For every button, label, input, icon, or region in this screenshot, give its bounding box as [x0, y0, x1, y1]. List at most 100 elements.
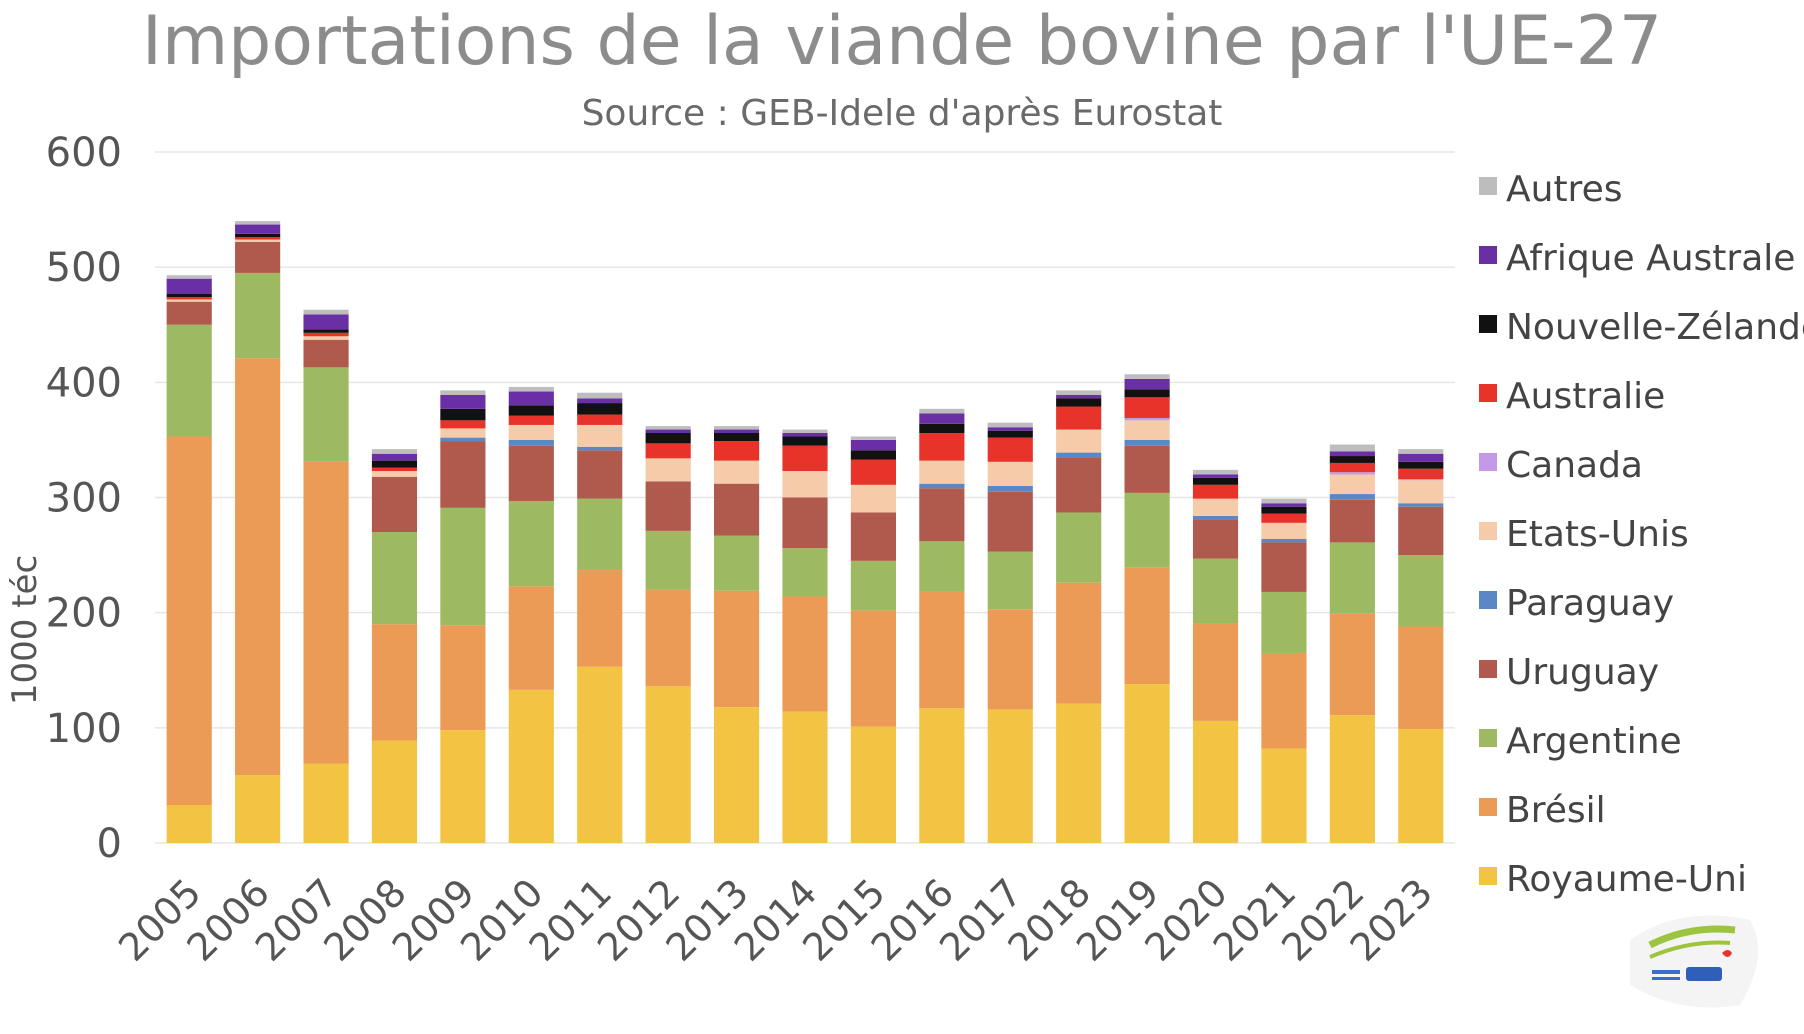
legend-item: Royaume-Uni: [1479, 859, 1747, 900]
bar-segment: [1398, 555, 1444, 627]
bar-segment: [303, 309, 349, 315]
x-tick-label: 2023: [1342, 870, 1442, 970]
legend-swatch: [1479, 384, 1497, 402]
bar-segment: [645, 686, 691, 843]
bar-segment: [303, 339, 349, 368]
bar-segment: [714, 535, 760, 591]
bar-segment: [1056, 406, 1102, 430]
bar-segment: [371, 467, 418, 472]
bar-segment: [1192, 484, 1239, 499]
bar-segment: [850, 610, 896, 727]
bar-segment: [371, 476, 418, 533]
bar-segment: [919, 433, 965, 461]
bar-segment: [1261, 748, 1307, 843]
bar-segment: [987, 485, 1033, 492]
bar-segment: [782, 445, 828, 472]
bar-segment: [1124, 492, 1170, 568]
bar-segment: [303, 461, 349, 764]
bar-segment: [987, 422, 1033, 428]
legend-item: Nouvelle-Zélande: [1479, 307, 1804, 348]
bar-segment: [850, 484, 896, 513]
bar-segment: [987, 437, 1033, 462]
bar-segment: [1124, 378, 1170, 390]
bar-segment: [440, 625, 486, 731]
bar-stack-2010: [508, 386, 554, 843]
bar-stack-2009: [440, 390, 486, 843]
y-tick-label: 600: [46, 130, 122, 176]
bar-segment: [1124, 418, 1170, 421]
bar-segment: [919, 591, 965, 709]
bars: [166, 221, 1444, 843]
bar-segment: [919, 423, 965, 434]
bar-segment: [371, 449, 418, 454]
bar-segment: [303, 763, 349, 843]
legend-item: Uruguay: [1479, 652, 1659, 693]
legend-swatch: [1479, 591, 1497, 609]
legend-label: Royaume-Uni: [1506, 859, 1747, 900]
bar-segment: [440, 408, 486, 421]
bar-stack-2013: [714, 426, 760, 843]
bar-segment: [303, 367, 349, 462]
bar-segment: [714, 426, 760, 430]
bar-segment: [714, 441, 760, 461]
bar-segment: [1398, 461, 1444, 469]
bar-segment: [235, 224, 281, 234]
bar-segment: [1124, 439, 1170, 446]
bar-segment: [1398, 728, 1444, 843]
bar-stack-2014: [782, 429, 828, 843]
bar-segment: [166, 299, 212, 302]
legend-item: Afrique Australe: [1479, 238, 1795, 279]
bar-segment: [1056, 390, 1102, 396]
bar-segment: [1329, 542, 1375, 614]
y-tick-label: 100: [46, 706, 122, 752]
bar-segment: [577, 666, 623, 843]
bar-segment: [371, 624, 418, 741]
bar-segment: [1329, 494, 1375, 500]
bar-stack-2005: [166, 275, 212, 843]
bar-segment: [1398, 468, 1444, 480]
bar-segment: [987, 551, 1033, 610]
chart-subtitle: Source : GEB-Idele d'après Eurostat: [582, 93, 1223, 134]
idele-logo-icon: [1630, 915, 1758, 1008]
bar-segment: [440, 441, 486, 508]
legend-label: Uruguay: [1506, 652, 1659, 693]
bar-segment: [235, 239, 281, 242]
y-axis-ticks: 0 100 200 300 400 500 600: [46, 130, 122, 867]
bar-segment: [1261, 498, 1307, 504]
legend-label: Etats-Unis: [1506, 514, 1689, 555]
bar-segment: [1124, 420, 1170, 440]
bar-stack-2011: [577, 392, 623, 843]
bar-segment: [714, 460, 760, 484]
bar-segment: [1398, 449, 1444, 454]
y-axis-label: 1000 téc: [5, 555, 45, 705]
bar-segment: [714, 707, 760, 843]
legend-item: Brésil: [1479, 790, 1606, 831]
bar-segment: [1261, 591, 1307, 653]
bar-segment: [1056, 429, 1102, 453]
bar-segment: [1056, 395, 1102, 399]
bar-stack-2022: [1329, 444, 1375, 843]
bar-segment: [508, 415, 554, 425]
bar-segment: [577, 398, 623, 404]
bar-segment: [508, 386, 554, 392]
bar-segment: [1261, 542, 1307, 592]
bar-segment: [987, 709, 1033, 843]
legend-item: Autres: [1479, 169, 1622, 210]
bar-segment: [1329, 451, 1375, 457]
bar-segment: [440, 395, 486, 409]
bar-segment: [782, 596, 828, 712]
y-tick-label: 500: [46, 245, 122, 291]
bar-segment: [508, 586, 554, 690]
legend-swatch: [1479, 315, 1497, 333]
legend-item: Argentine: [1479, 721, 1682, 762]
bar-segment: [440, 730, 486, 843]
bar-segment: [1192, 720, 1239, 843]
y-tick-label: 300: [46, 476, 122, 522]
legend-label: Nouvelle-Zélande: [1506, 307, 1804, 348]
bar-stack-2008: [371, 449, 418, 843]
bar-segment: [1192, 515, 1239, 520]
legend-item: Canada: [1479, 445, 1643, 486]
bar-segment: [1329, 444, 1375, 452]
bar-segment: [303, 336, 349, 340]
bar-segment: [850, 560, 896, 611]
